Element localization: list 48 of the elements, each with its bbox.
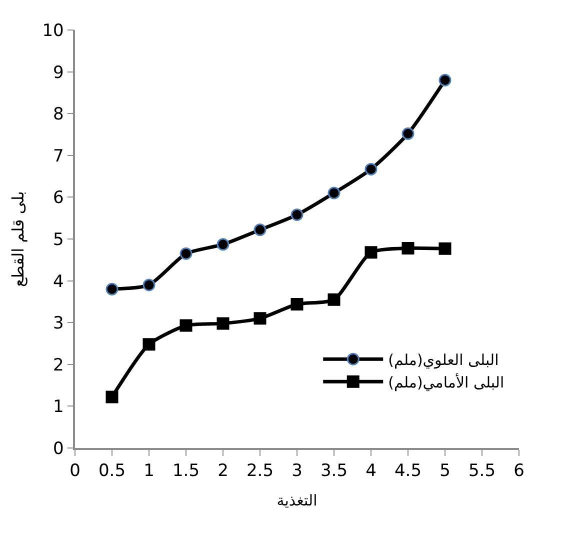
x-tick-label: 0 — [70, 461, 80, 482]
y-tick-label: 8 — [53, 104, 64, 125]
point — [402, 127, 414, 140]
point — [402, 242, 414, 254]
y-tick-label: 6 — [53, 188, 64, 208]
x-tick-label: 2.5 — [246, 461, 274, 482]
y-tick-label: 10 — [42, 20, 64, 41]
x-tick-label: 4.5 — [394, 461, 422, 482]
point — [364, 246, 378, 259]
point — [106, 282, 118, 296]
x-tick-label: 4 — [366, 461, 376, 482]
x-tick-label: 0.5 — [98, 461, 126, 482]
x-tick-label: 2 — [218, 461, 228, 482]
point — [180, 247, 192, 260]
y-tick-label: 5 — [53, 230, 64, 250]
y-tick-label: 2 — [53, 355, 64, 376]
point — [216, 317, 230, 330]
point — [142, 338, 156, 351]
legend-label: البلى الأمامي(ملم) — [388, 372, 504, 392]
x-tick-label: 5.5 — [468, 461, 496, 482]
point — [254, 312, 266, 325]
x-axis-title: التغذية — [276, 492, 318, 510]
y-tick-label: 3 — [53, 314, 64, 334]
point — [364, 162, 378, 176]
point — [142, 278, 156, 292]
point — [216, 238, 230, 251]
x-tick-label: 3 — [292, 461, 302, 482]
point — [180, 319, 192, 332]
point — [254, 224, 266, 236]
y-tick-label: 4 — [53, 272, 64, 292]
y-tick-label: 7 — [53, 146, 64, 166]
point — [106, 390, 118, 404]
legend-label: البلى العلوي(ملم) — [388, 350, 499, 369]
x-tick-label: 1 — [144, 461, 154, 482]
point — [438, 74, 452, 86]
x-tick-label: 3.5 — [320, 461, 348, 482]
x-tick-label: 6 — [514, 461, 524, 482]
point — [290, 298, 304, 310]
x-tick-label: 1.5 — [172, 461, 200, 482]
y-tick-label: 0 — [53, 438, 64, 459]
y-tick-label: 1 — [53, 397, 64, 418]
point — [290, 208, 304, 222]
x-tick-label: 5 — [440, 461, 450, 482]
y-tick-label: 9 — [53, 62, 64, 83]
point — [438, 242, 452, 255]
point — [328, 293, 340, 306]
point — [328, 186, 340, 200]
y-axis-title: بلى قلم القطع — [8, 191, 28, 287]
